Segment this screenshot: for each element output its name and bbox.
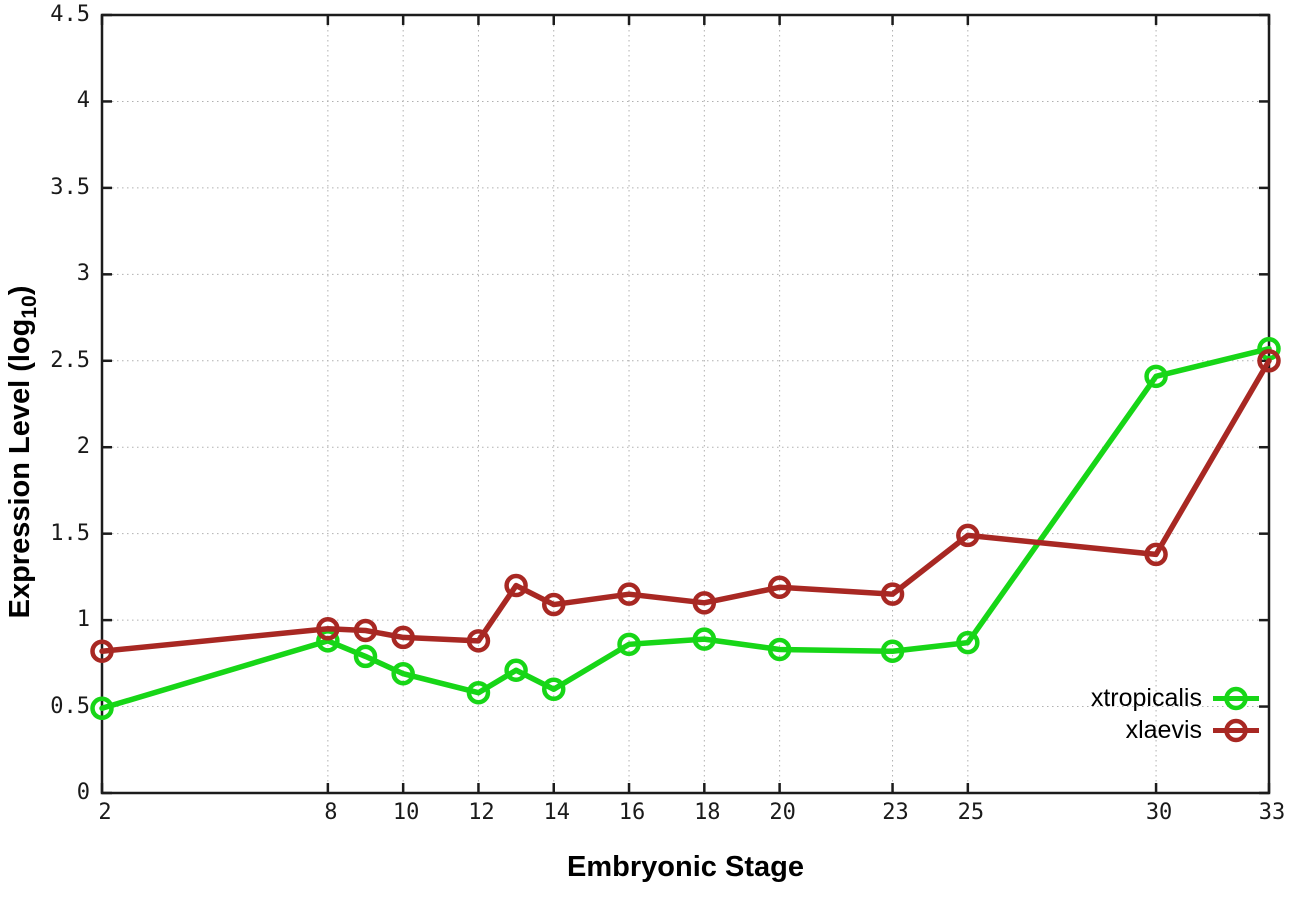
data-point-xlaevis — [391, 625, 415, 650]
x-tick-label: 20 — [769, 800, 796, 825]
data-point-xtropicalis — [692, 627, 717, 651]
data-point-xlaevis — [1257, 349, 1281, 373]
x-tick-label: 23 — [882, 800, 909, 825]
legend-label-xlaevis: xlaevis — [1125, 716, 1202, 744]
x-axis-title: Embryonic Stage — [567, 851, 804, 883]
data-point-xtropicalis — [541, 677, 566, 702]
data-point-xlaevis — [90, 639, 114, 663]
series-line-xlaevis — [99, 358, 1272, 654]
data-point-xtropicalis — [90, 696, 114, 721]
y-tick-label: 2.5 — [50, 347, 90, 373]
y-tick-label: 0 — [76, 780, 90, 805]
x-tick-label: 30 — [1145, 800, 1173, 825]
x-tick-label: 16 — [618, 800, 646, 825]
data-point-xtropicalis — [617, 632, 641, 657]
x-tick-label: 10 — [392, 800, 420, 825]
data-point-xtropicalis — [353, 644, 378, 669]
legend-item-xtropicalis: xtropicalis — [1091, 684, 1260, 713]
y-axis-title-subscript: 10 — [18, 295, 41, 319]
data-point-xlaevis — [353, 618, 378, 643]
x-tick-label: 14 — [543, 800, 570, 825]
data-point-xlaevis — [316, 617, 340, 641]
x-tick-label: 18 — [694, 800, 721, 825]
data-point-xtropicalis — [956, 630, 980, 655]
data-point-xtropicalis — [1144, 364, 1168, 389]
legend: xtropicalis xlaevis — [1091, 684, 1260, 745]
y-tick-label: 4 — [76, 88, 90, 114]
x-tick-label: 25 — [957, 800, 985, 825]
legend-marker-xtropicalis-icon — [1213, 686, 1259, 711]
data-point-xlaevis — [466, 629, 491, 653]
y-tick-label: 1 — [76, 607, 90, 633]
data-point-xlaevis — [504, 573, 528, 598]
series-line-xtropicalis — [99, 345, 1272, 712]
data-point-xtropicalis — [466, 680, 491, 705]
data-point-xtropicalis — [391, 661, 415, 686]
legend-label-xtropicalis: xtropicalis — [1090, 684, 1202, 712]
y-tick-label: 3.5 — [50, 174, 90, 200]
series-xtropicalis — [90, 336, 1281, 721]
y-tick-label: 4.5 — [50, 2, 90, 27]
y-tick-label: 0.5 — [50, 693, 90, 719]
legend-marker-xlaevis-icon — [1213, 718, 1259, 743]
legend-circle — [1224, 686, 1248, 711]
x-tick-label: 2 — [98, 800, 112, 825]
y-axis-title: Expression Level (log10) — [4, 286, 42, 619]
data-point-xlaevis — [880, 582, 905, 606]
data-point-xlaevis — [767, 575, 792, 600]
data-point-xtropicalis — [504, 658, 528, 682]
data-point-xlaevis — [541, 592, 566, 617]
legend-item-xlaevis: xlaevis — [1126, 716, 1260, 745]
y-tick-label: 3 — [76, 261, 90, 287]
plot-border — [100, 13, 1271, 795]
series-xlaevis — [90, 349, 1281, 663]
x-tick-label: 8 — [324, 800, 338, 825]
y-tick-label: 1.5 — [50, 520, 90, 546]
data-point-xtropicalis — [767, 637, 792, 662]
data-point-xlaevis — [692, 591, 717, 615]
x-tick-label: 33 — [1258, 800, 1286, 825]
x-tick-label: 12 — [468, 800, 495, 825]
y-axis-title-suffix: ) — [4, 285, 36, 296]
data-point-xlaevis — [617, 582, 641, 606]
data-point-xlaevis — [1144, 542, 1168, 567]
y-tick-label: 2 — [76, 434, 90, 460]
legend-circle — [1224, 718, 1248, 743]
data-point-xtropicalis — [880, 639, 905, 663]
data-point-xlaevis — [956, 523, 980, 548]
y-axis-title-text: Expression Level (log — [4, 318, 36, 619]
